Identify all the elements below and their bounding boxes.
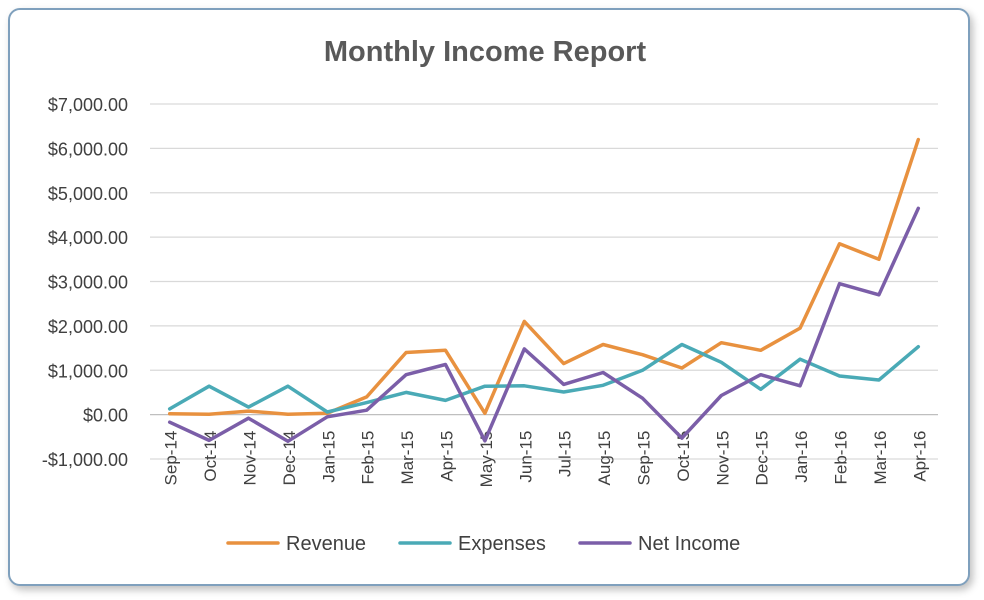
y-tick-label: $5,000.00 [48, 184, 128, 204]
x-tick-label: Feb-15 [359, 431, 378, 485]
x-tick-label: Oct-14 [201, 431, 220, 482]
y-tick-label: $7,000.00 [48, 95, 128, 115]
x-tick-label: Oct-15 [674, 431, 693, 482]
y-tick-label: $2,000.00 [48, 317, 128, 337]
x-tick-label: Mar-15 [398, 431, 417, 485]
y-tick-label: $4,000.00 [48, 228, 128, 248]
x-tick-label: Sep-14 [162, 431, 181, 486]
legend-label: Net Income [638, 533, 740, 555]
x-tick-label: Dec-14 [280, 431, 299, 486]
series-line-net-income [167, 206, 921, 444]
legend-label: Revenue [286, 533, 366, 555]
x-tick-label: Jan-16 [792, 431, 811, 483]
y-tick-label: -$1,000.00 [42, 450, 128, 470]
chart-title: Monthly Income Report [324, 36, 647, 68]
series-lines [167, 137, 921, 444]
gridlines [150, 103, 938, 460]
x-tick-label: Mar-16 [871, 431, 890, 485]
y-tick-label: $1,000.00 [48, 361, 128, 381]
y-tick-label: $3,000.00 [48, 273, 128, 293]
y-tick-label: $0.00 [83, 406, 128, 426]
x-axis-ticks: Sep-14 Oct-14 Nov-14 Dec-14 Jan-15 Feb-15 Mar-… [162, 431, 930, 488]
legend: Revenue Expenses Net Income [226, 533, 740, 555]
x-tick-label: Apr-15 [438, 431, 457, 482]
series-line-revenue [167, 137, 921, 416]
x-tick-label: Aug-15 [595, 431, 614, 486]
y-axis-ticks: -$1,000.00 $0.00 $1,000.00 $2,000.00 $3,000.… [42, 95, 128, 470]
x-tick-label: Jun-15 [516, 431, 535, 483]
x-tick-label: Sep-15 [635, 431, 654, 486]
x-tick-label: Nov-15 [713, 431, 732, 486]
x-tick-label: Apr-16 [910, 431, 929, 482]
x-tick-label: Nov-14 [241, 431, 260, 486]
x-tick-label: Feb-16 [832, 431, 851, 485]
legend-label: Expenses [458, 533, 546, 555]
x-tick-label: Jul-15 [556, 431, 575, 477]
x-tick-label: May-15 [477, 431, 496, 488]
x-tick-label: Jan-15 [319, 431, 338, 483]
series-line-expenses [167, 342, 921, 414]
y-tick-label: $6,000.00 [48, 139, 128, 159]
x-tick-label: Dec-15 [753, 431, 772, 486]
